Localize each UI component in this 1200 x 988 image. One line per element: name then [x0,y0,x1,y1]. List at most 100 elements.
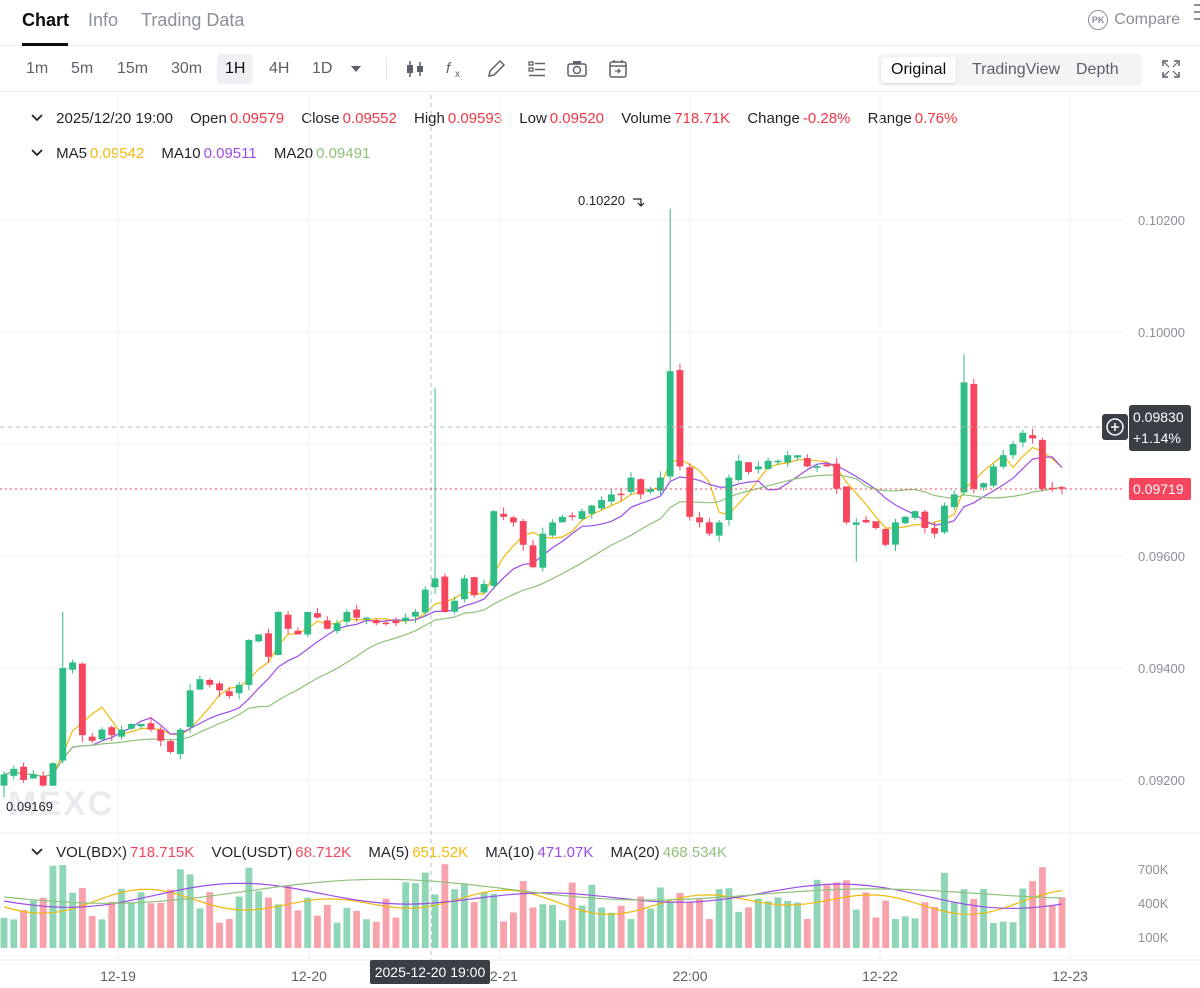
candle-body [353,609,361,618]
interval-5m[interactable]: 5m [71,60,94,77]
collapse-chevron-icon[interactable] [30,113,44,123]
ma-collapse-chevron-icon[interactable] [30,148,44,158]
calendar-goto-icon[interactable] [607,58,629,80]
volume-bar [892,918,899,948]
low-value: 0.09520 [549,110,605,127]
volume-bar [20,910,28,948]
volume-bar [1048,905,1056,948]
camera-icon[interactable] [566,58,588,80]
ohlc-datetime: 2025/12/20 19:00 [56,110,173,127]
volume-bar [1038,867,1046,948]
volume-bar [451,889,459,948]
candle-body [412,612,419,617]
candle-body [294,630,302,635]
candle-body [843,486,850,523]
interval-1h[interactable]: 1H [217,54,254,84]
volume-bar [999,921,1007,948]
candle-body [372,620,380,624]
price-ma-lines [3,446,1063,778]
tab-info[interactable]: Info [88,10,119,30]
open-label: Open [190,110,227,127]
volume-bar [911,918,919,948]
price-tick: 0.10000 [1138,325,1185,340]
price-tick: 0.09600 [1138,549,1185,564]
menu-icon[interactable] [1194,4,1200,25]
view-depth[interactable]: Depth [1076,61,1119,78]
interval-4h[interactable]: 4H [269,60,290,77]
volume-bar [294,910,302,948]
candle-body [274,612,282,655]
candle-body [421,589,429,613]
high-value: 0.09593 [447,110,503,127]
ma20-label: MA20 [273,145,314,162]
vol-collapse-chevron-icon[interactable] [30,847,44,857]
price-tick: 0.09200 [1138,773,1185,788]
drawing-pencil-icon[interactable] [485,58,507,80]
candle-body [666,371,674,477]
candle-body [127,724,135,729]
candle-body [1038,439,1046,489]
candle-body [460,578,468,600]
volume-bar [216,922,223,948]
volume-bar [196,908,204,948]
interval-dropdown-icon[interactable] [345,58,367,80]
volume-bar [784,900,792,948]
candle-body [147,723,155,730]
candle-body [255,634,263,642]
volume-legend: VOL(BDX) 718.715K VOL(USDT) 68.712K MA(5) 6… [30,844,730,861]
volume-bar [549,904,557,948]
vol-ma20-label: MA(20) [610,844,660,861]
view-original[interactable]: Original [881,57,957,83]
volume-bar [931,906,939,948]
ma5-line [3,446,1063,778]
volume-bar [78,887,86,948]
interval-15m[interactable]: 15m [117,60,149,77]
candle-body [754,466,762,470]
volume-value: 718.71K [674,110,731,127]
candle-type-icon[interactable] [404,58,426,80]
volume-bar [617,905,625,948]
add-alert-plus-icon[interactable] [1102,414,1128,440]
close-label: Close [301,110,340,127]
volume-bar [1019,888,1027,948]
interval-30m[interactable]: 30m [171,60,203,77]
time-tick: 12-23 [1052,968,1088,984]
volume-bar [774,897,782,948]
vol-usdt-value: 68.712K [295,844,352,861]
candle-body [29,774,37,779]
volume-bar [353,910,361,948]
volume-bar [10,919,18,948]
ma-legend: MA5 0.09542 MA10 0.09511 MA20 0.09491 [30,145,373,162]
candle-body [568,515,576,517]
tab-trading-data[interactable]: Trading Data [141,10,245,30]
view-tradingview[interactable]: TradingView [972,61,1061,78]
candle-body [803,457,811,467]
volume-bar [901,916,909,948]
volume-bar [49,865,57,948]
candle-body [323,620,331,629]
time-axis: 12-19 12-20 12-21 22:00 12-22 12-23 [100,968,1088,984]
interval-1d[interactable]: 1D [312,60,333,77]
volume-bar [715,889,723,948]
change-value: -0.28% [802,110,851,127]
fullscreen-icon[interactable] [1160,58,1182,80]
volume-bar [764,901,772,948]
tab-chart[interactable]: Chart [22,10,70,30]
candle-body [617,493,625,496]
time-tick: 22:00 [672,968,707,984]
interval-1m[interactable]: 1m [26,60,49,77]
volume-bar [696,899,703,948]
candle-body [676,370,684,467]
volume-bar [59,864,67,948]
settings-list-icon[interactable] [526,58,548,80]
candle-body [519,521,527,545]
candle-body [725,477,733,521]
volume-bar [852,909,860,948]
ma20-value: 0.09491 [316,145,371,162]
candle-body [852,522,860,525]
volume-bar [813,879,821,948]
volume-bar [666,902,674,948]
compare-button[interactable]: PK Compare [1088,10,1180,30]
candle-body [108,727,116,736]
